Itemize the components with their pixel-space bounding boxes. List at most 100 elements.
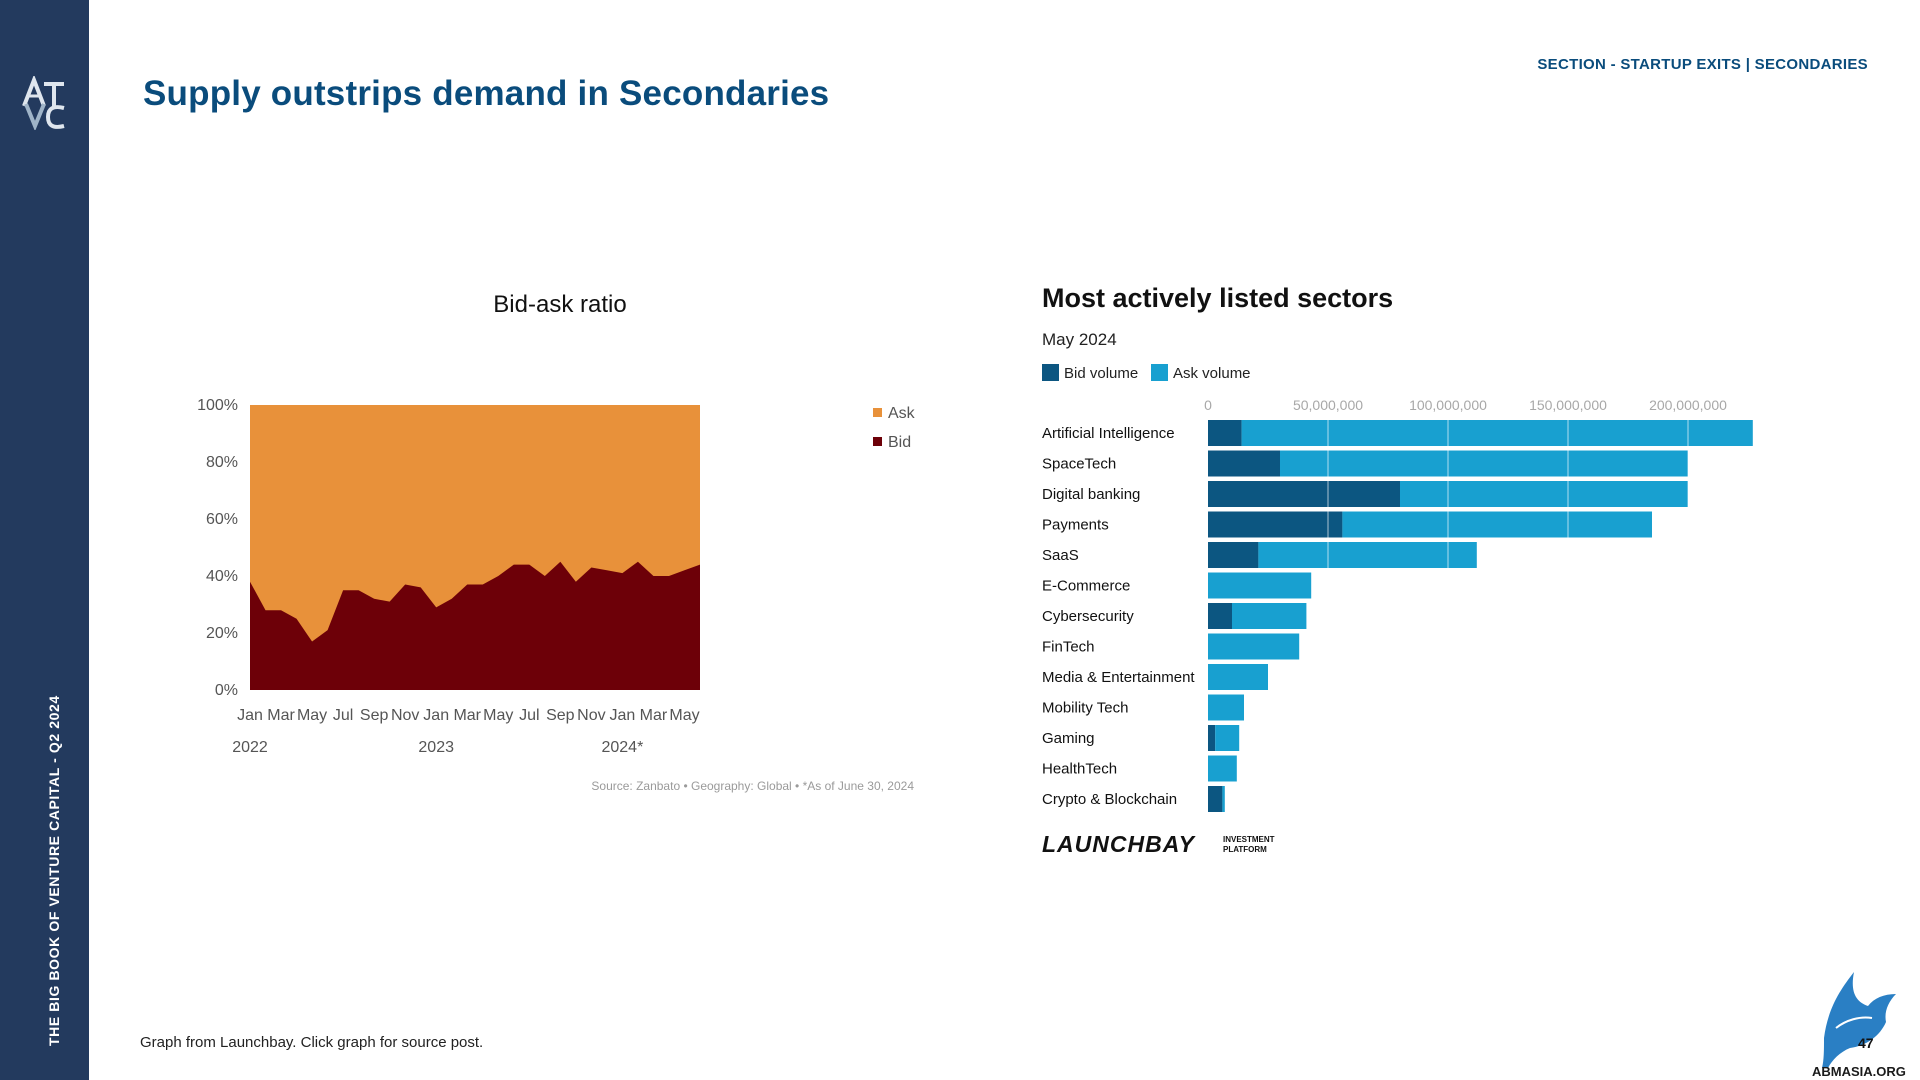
x-tick-label: May [297,707,327,724]
sectors-title: Most actively listed sectors [1042,283,1393,313]
category-label: Payments [1042,517,1109,534]
y-tick-label: 40% [206,568,238,585]
category-label: Gaming [1042,730,1095,747]
ask-volume-bar [1208,664,1268,690]
x-tick-label: Sep [546,707,575,724]
category-label: Cybersecurity [1042,608,1134,625]
bid-volume-bar [1208,603,1232,629]
bid-volume-bar [1208,511,1343,538]
x-tick-label: 0 [1204,397,1212,413]
bid-volume-bar [1208,481,1400,507]
x-axis-ticks: 0 50,000,000 100,000,000 150,000,000 200,000… [1204,397,1727,413]
eagle-watermark: 47 ABMASIA.ORG [1812,972,1906,1079]
x-tick-label: Jul [333,707,353,724]
bid-volume-bar [1208,786,1223,812]
y-tick-label: 20% [206,625,238,642]
category-labels: Artificial Intelligence SpaceTech Digital … [1042,425,1195,808]
x-tick-label: Jan [423,707,449,724]
ask-volume-bar [1241,420,1753,446]
section-label: SECTION - STARTUP EXITS | SECONDARIES [1537,56,1868,73]
y-tick-label: 0% [215,682,238,699]
category-label: FinTech [1042,639,1095,656]
sectors-subtitle: May 2024 [1042,330,1117,349]
brand-sub-2: PLATFORM [1223,845,1267,854]
watermark-text: ABMASIA.ORG [1812,1064,1906,1079]
bid-volume-bar [1208,725,1216,751]
bid-ask-title: Bid-ask ratio [493,291,626,318]
ask-volume-bar [1258,542,1477,568]
legend-ask-volume-label: Ask volume [1173,365,1251,382]
category-label: E-Commerce [1042,578,1130,595]
x-tick-label: Mar [267,707,295,724]
category-label: SaaS [1042,547,1079,564]
category-label: Media & Entertainment [1042,669,1195,686]
x-tick-label: Nov [577,707,605,724]
page-number: 47 [1858,1035,1874,1051]
slide-title: Supply outstrips demand in Secondaries [143,74,830,113]
category-label: HealthTech [1042,761,1117,778]
legend-bid-volume-label: Bid volume [1064,365,1138,382]
sidebar: THE BIG BOOK OF VENTURE CAPITAL - Q2 202… [0,0,89,1080]
category-label: Artificial Intelligence [1042,425,1175,442]
sectors-legend: Bid volume Ask volume [1042,364,1251,382]
bars [1208,420,1753,812]
bid-volume-bar [1208,542,1259,568]
ask-volume-bar [1208,755,1237,782]
ask-volume-bar [1232,603,1307,629]
ask-volume-bar [1208,633,1300,660]
x-tick-label: Mar [640,707,668,724]
ask-volume-bar [1222,786,1225,812]
ask-volume-bar [1208,694,1244,721]
x-tick-label: 150,000,000 [1529,397,1607,413]
source-note: Source: Zanbato • Geography: Global • *A… [591,779,914,793]
bid-area [250,561,700,690]
x-tick-label: Jan [237,707,263,724]
y-tick-label: 60% [206,511,238,528]
x-tick-label: Jan [610,707,636,724]
brand-sub-1: INVESTMENT [1223,835,1275,844]
ask-volume-bar [1400,481,1688,507]
category-label: Crypto & Blockchain [1042,791,1177,808]
x-tick-label: 100,000,000 [1409,397,1487,413]
x-tick-label: 50,000,000 [1293,397,1363,413]
ask-volume-bar [1280,450,1688,477]
x-tick-label: 200,000,000 [1649,397,1727,413]
legend-ask-label: Ask [888,405,916,422]
category-label: SpaceTech [1042,456,1116,473]
y-tick-label: 100% [197,397,238,414]
ask-volume-bar [1215,725,1240,751]
y-tick-label: 80% [206,454,238,471]
legend-ask-swatch [873,408,882,417]
x-tick-label: May [483,707,513,724]
x-tick-label: Sep [360,707,389,724]
ask-volume-bar [1342,511,1652,538]
legend: Ask Bid [873,405,916,451]
y-axis-ticks: 0% 20% 40% 60% 80% 100% [197,397,238,699]
year-labels: 2022 2023 2024* [232,739,643,756]
sectors-chart[interactable]: Most actively listed sectors May 2024 Bi… [1030,278,1920,858]
x-tick-label: May [669,707,699,724]
category-label: Mobility Tech [1042,700,1128,717]
ask-volume-bar [1208,572,1312,599]
bid-volume-bar [1208,420,1242,446]
category-label: Digital banking [1042,486,1140,503]
launchbay-brand: LAUNCHBAY INVESTMENT PLATFORM [1042,831,1275,857]
x-tick-label: Mar [453,707,481,724]
legend-bid-volume-swatch [1042,364,1059,381]
atvc-logo [22,76,65,130]
bid-ask-chart[interactable]: Bid-ask ratio 0%20%40%60%80%100% Jan Mar M… [150,280,940,810]
legend-ask-volume-swatch [1151,364,1168,381]
x-axis-ticks: Jan Mar May Jul Sep Nov Jan Mar May Jul Sep Nov Jan M… [237,707,699,724]
x-tick-label: Nov [391,707,419,724]
year-label: 2023 [418,739,454,756]
year-label: 2024* [601,739,643,756]
gridlines [1327,418,1689,812]
legend-bid-label: Bid [888,434,911,451]
year-label: 2022 [232,739,268,756]
footnote[interactable]: Graph from Launchbay. Click graph for so… [140,1034,484,1051]
sidebar-vertical-text: THE BIG BOOK OF VENTURE CAPITAL - Q2 202… [46,695,62,1046]
brand-name: LAUNCHBAY [1042,831,1197,857]
legend-bid-swatch [873,437,882,446]
x-tick-label: Jul [519,707,539,724]
bid-volume-bar [1208,450,1280,477]
